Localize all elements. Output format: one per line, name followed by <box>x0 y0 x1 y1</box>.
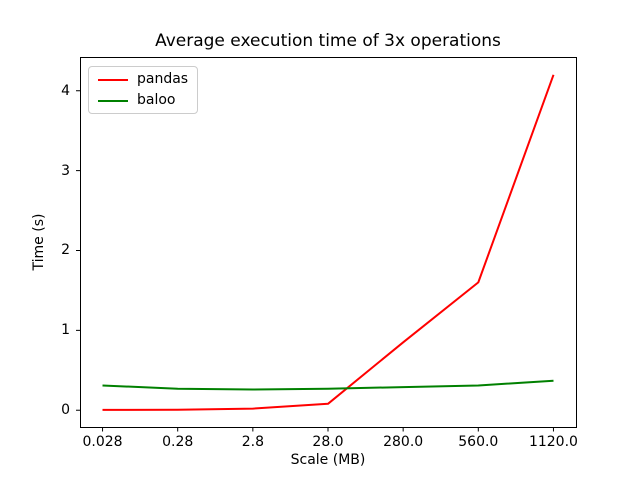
baloo-line <box>102 379 554 391</box>
legend-label-baloo: baloo <box>137 92 176 108</box>
y-tick-label: 2 <box>61 242 70 259</box>
chart-title: Average execution time of 3x operations <box>155 31 501 51</box>
legend: pandas baloo <box>88 66 199 114</box>
x-tick-label: 1120.0 <box>528 434 578 450</box>
x-tick-label: 2.8 <box>241 434 264 450</box>
x-axis-label: Scale (MB) <box>290 452 366 468</box>
x-tick-label: 0.028 <box>82 434 123 450</box>
pandas-line <box>102 74 555 411</box>
legend-item-baloo: baloo <box>98 93 188 108</box>
y-tick-label: 4 <box>61 82 70 99</box>
y-tick-label: 1 <box>61 322 70 339</box>
baloo-line-swatch <box>98 99 128 102</box>
y-tick-label: 3 <box>61 162 70 179</box>
pandas-line-swatch <box>98 78 128 81</box>
x-tick-label: 560.0 <box>458 434 499 450</box>
y-tick-label: 0 <box>61 402 70 419</box>
legend-label-pandas: pandas <box>137 71 189 87</box>
x-tick-label: 280.0 <box>383 434 424 450</box>
legend-item-pandas: pandas <box>98 72 188 87</box>
x-tick-label: 0.28 <box>162 434 194 450</box>
y-axis-label: Time (s) <box>31 213 47 271</box>
x-tick-label: 28.0 <box>312 434 344 450</box>
